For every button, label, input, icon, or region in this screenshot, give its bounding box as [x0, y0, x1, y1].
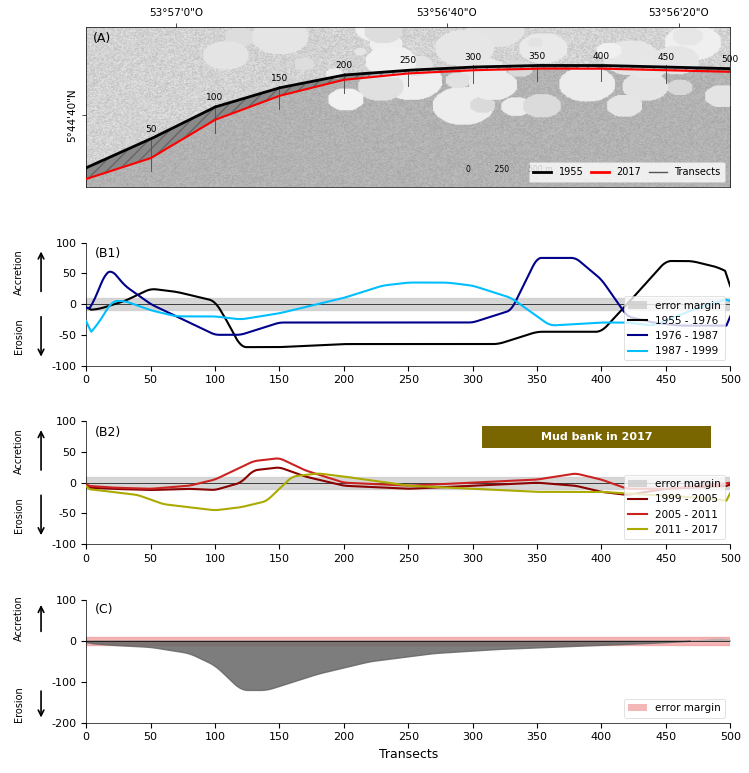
X-axis label: Transects: Transects — [378, 748, 438, 761]
Text: (A): (A) — [93, 32, 111, 45]
Text: Erosion: Erosion — [13, 686, 23, 722]
Text: 200: 200 — [336, 61, 352, 70]
Text: Mud bank in 2017: Mud bank in 2017 — [542, 432, 652, 442]
Legend: error margin: error margin — [624, 700, 725, 717]
Text: Accretion: Accretion — [13, 427, 23, 474]
Text: (B1): (B1) — [94, 247, 121, 261]
Text: 500: 500 — [721, 55, 739, 64]
Text: 400: 400 — [593, 52, 610, 60]
Legend: error margin, 1955 - 1976, 1976 - 1987, 1987 - 1999: error margin, 1955 - 1976, 1976 - 1987, … — [624, 296, 725, 360]
Text: 350: 350 — [528, 52, 546, 60]
Bar — [86, 298, 730, 310]
Text: Accretion: Accretion — [13, 249, 23, 295]
Text: 50: 50 — [145, 125, 157, 135]
Text: Erosion: Erosion — [13, 318, 23, 354]
Polygon shape — [86, 66, 730, 179]
Legend: 1955, 2017, Transects: 1955, 2017, Transects — [529, 162, 726, 182]
Text: 300: 300 — [464, 53, 482, 63]
Text: 150: 150 — [270, 74, 288, 83]
Bar — [86, 476, 730, 489]
Legend: error margin, 1999 - 2005, 2005 - 2011, 2011 - 2017: error margin, 1999 - 2005, 2005 - 2011, … — [624, 475, 725, 539]
Text: 0          250        500 m: 0 250 500 m — [466, 165, 553, 174]
FancyBboxPatch shape — [482, 426, 711, 448]
Text: (B2): (B2) — [94, 426, 121, 439]
Text: Accretion: Accretion — [13, 595, 23, 641]
Bar — [86, 637, 730, 645]
Text: Erosion: Erosion — [13, 497, 23, 533]
Text: 250: 250 — [400, 56, 416, 66]
Text: (C): (C) — [94, 604, 113, 616]
Text: 100: 100 — [206, 94, 224, 102]
Text: 450: 450 — [658, 53, 674, 63]
